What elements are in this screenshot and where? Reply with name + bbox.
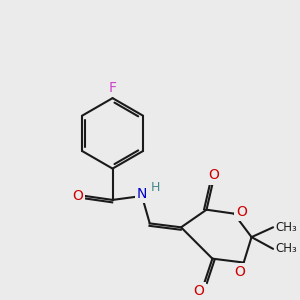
Text: F: F [109, 81, 117, 95]
Text: O: O [236, 205, 247, 219]
Text: N: N [137, 187, 147, 201]
Text: CH₃: CH₃ [275, 221, 297, 234]
Text: O: O [72, 189, 83, 203]
Text: O: O [193, 284, 204, 298]
Text: O: O [234, 265, 245, 279]
Text: O: O [208, 168, 219, 182]
Text: CH₃: CH₃ [275, 242, 297, 255]
Text: H: H [151, 181, 160, 194]
